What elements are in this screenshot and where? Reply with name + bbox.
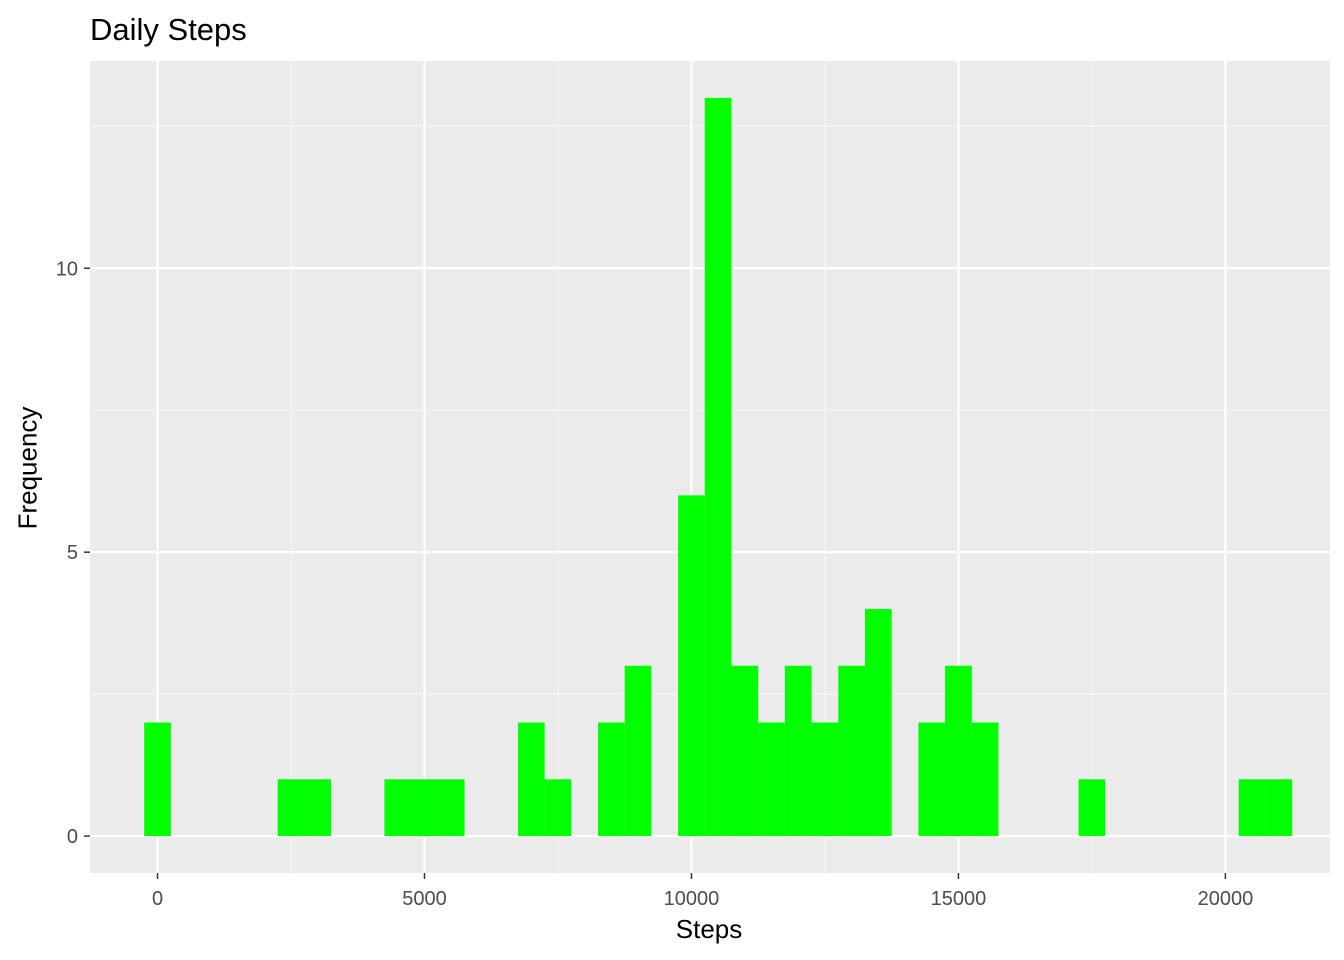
histogram-bar	[811, 722, 839, 837]
histogram-bar	[971, 722, 999, 837]
y-tick-label: 10	[56, 258, 78, 280]
histogram-bar	[865, 608, 892, 837]
x-tick-label: 10000	[664, 888, 720, 910]
histogram-bar	[437, 779, 465, 837]
histogram-bar	[731, 665, 759, 837]
histogram-bar	[517, 722, 545, 837]
histogram-bar	[624, 665, 652, 837]
histogram-bar	[945, 665, 972, 837]
chart-title: Daily Steps	[90, 12, 247, 47]
histogram-bar	[544, 779, 572, 837]
histogram-bar	[277, 779, 305, 837]
histogram-bar	[304, 779, 332, 837]
x-tick-label: 0	[152, 888, 163, 910]
y-axis-title: Frequency	[12, 406, 43, 530]
histogram-bar	[1265, 779, 1293, 837]
histogram-bar	[678, 495, 705, 837]
histogram-bar	[784, 665, 812, 837]
x-axis-title: Steps	[675, 914, 743, 944]
histogram-bar	[1238, 779, 1266, 837]
histogram-bar	[144, 722, 171, 837]
y-tick-label: 5	[67, 542, 78, 564]
y-tick-label: 0	[67, 826, 78, 848]
histogram-bar	[918, 722, 946, 837]
histogram-bar	[838, 665, 865, 837]
x-tick-label: 15000	[931, 888, 987, 910]
histogram-bar	[411, 779, 438, 837]
x-tick-label: 20000	[1198, 888, 1254, 910]
histogram-bar	[758, 722, 785, 837]
histogram-bar	[1078, 779, 1106, 837]
histogram-bar	[598, 722, 625, 837]
histogram-bar	[704, 97, 732, 837]
histogram-bar	[384, 779, 412, 837]
x-tick-label: 5000	[402, 888, 447, 910]
